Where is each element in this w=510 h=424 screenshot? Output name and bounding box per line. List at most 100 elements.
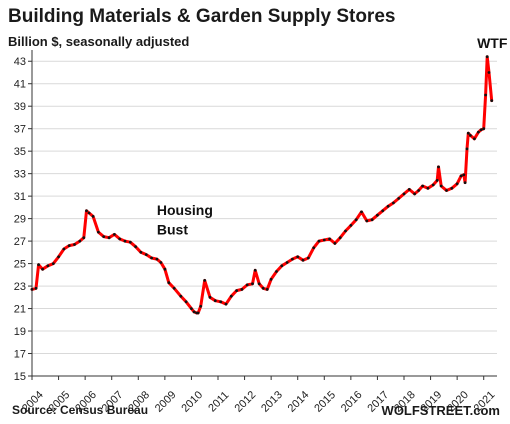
data-point (463, 181, 467, 185)
data-point (46, 264, 50, 268)
data-point (213, 299, 217, 303)
data-point (487, 71, 491, 74)
data-point (251, 282, 254, 286)
y-tick-label: 19 (14, 326, 26, 338)
data-point (37, 263, 40, 267)
data-point (261, 286, 265, 290)
data-point (435, 179, 439, 182)
data-point (97, 230, 100, 234)
data-point (82, 236, 86, 240)
y-tick-label: 35 (14, 146, 26, 158)
data-point (417, 189, 420, 192)
data-point (199, 304, 203, 308)
x-tick-label: 2016 (339, 389, 365, 415)
data-point (118, 237, 122, 241)
y-tick-label: 43 (14, 56, 26, 68)
data-point (328, 237, 331, 241)
data-point (485, 55, 489, 59)
annotation-label: Housing (157, 202, 213, 218)
y-tick-label: 15 (14, 371, 26, 383)
data-point (285, 261, 289, 264)
data-point (360, 210, 363, 214)
data-point (477, 130, 480, 134)
data-point (269, 277, 273, 281)
data-point (196, 311, 200, 315)
data-point (113, 233, 116, 236)
annotation-label: WTF (477, 35, 508, 51)
data-point (184, 300, 188, 304)
data-point (34, 286, 38, 290)
data-point (482, 127, 486, 131)
data-point (386, 204, 390, 208)
annotations: Housing Bust WTF (157, 35, 508, 238)
data-point (30, 288, 34, 291)
x-tick-label: 2015 (312, 389, 338, 415)
data-point (354, 218, 358, 222)
y-tick-label: 41 (14, 79, 26, 91)
data-point (123, 239, 127, 243)
data-point (465, 147, 469, 151)
x-tick-label: 2013 (259, 389, 285, 415)
x-tick-label: 2009 (153, 389, 179, 415)
y-tick-label: 27 (14, 236, 26, 248)
data-point (167, 281, 171, 285)
y-tick-label: 21 (14, 304, 26, 316)
data-point (469, 134, 472, 137)
data-point (459, 174, 463, 178)
x-tick-label: 2011 (206, 389, 231, 414)
data-point (450, 186, 454, 190)
data-point (224, 302, 228, 306)
data-point (159, 261, 163, 264)
data-point (78, 239, 82, 243)
data-point (107, 236, 111, 240)
data-point (455, 182, 459, 186)
y-axis-ticks: 15 17 19 21 23 25 27 29 31 33 35 37 39 41 43 (14, 56, 32, 383)
data-point (229, 294, 233, 298)
y-tick-label: 23 (14, 281, 26, 293)
data-point (484, 93, 487, 97)
y-tick-label: 37 (14, 124, 26, 136)
data-point (402, 192, 406, 196)
data-point (128, 240, 132, 244)
data-point (490, 99, 494, 102)
data-point (462, 173, 466, 177)
data-point (317, 239, 321, 243)
y-tick-label: 29 (14, 214, 26, 226)
data-point (150, 256, 154, 260)
data-point (407, 188, 411, 191)
brand-logo-text: WOLFSTREET.com (381, 403, 500, 418)
data-point (445, 189, 448, 192)
x-tick-label: 2014 (286, 389, 312, 415)
data-point (439, 184, 443, 188)
data-point (134, 245, 138, 249)
data-point (144, 253, 148, 256)
data-point (280, 264, 284, 268)
data-point (381, 209, 385, 213)
data-point (192, 310, 196, 314)
data-point (265, 288, 269, 291)
data-point (102, 235, 106, 239)
data-point (344, 229, 347, 233)
data-point (376, 213, 379, 217)
y-tick-label: 25 (14, 259, 26, 271)
data-point (437, 165, 440, 169)
data-point (306, 256, 310, 260)
y-tick-label: 39 (14, 101, 26, 113)
data-point (397, 197, 401, 200)
data-point (208, 295, 212, 299)
data-point (51, 262, 55, 265)
data-point (312, 246, 316, 250)
gridlines (32, 60, 497, 377)
data-point (333, 242, 337, 245)
data-point (473, 137, 476, 141)
data-point (338, 236, 342, 240)
y-tick-label: 17 (14, 349, 26, 361)
data-point (291, 257, 294, 261)
data-point (139, 250, 143, 254)
data-point (163, 267, 167, 271)
data-point (431, 183, 435, 187)
data-point (322, 238, 326, 242)
data-point (370, 218, 374, 222)
data-point (219, 300, 223, 304)
